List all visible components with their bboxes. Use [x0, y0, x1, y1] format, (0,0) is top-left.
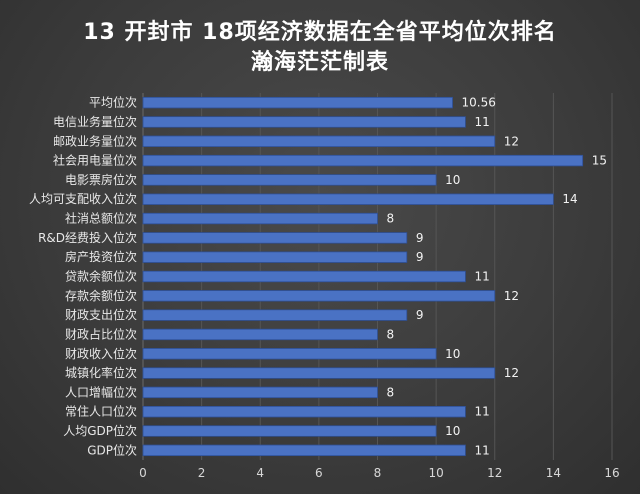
- bar: [142, 96, 453, 109]
- value-label: 9: [416, 308, 424, 322]
- value-label: 11: [474, 270, 489, 284]
- value-label: 8: [387, 327, 395, 341]
- category-label: 人均GDP位次: [63, 423, 137, 438]
- category-label: 存款余额位次: [65, 288, 137, 303]
- labels-layer: 平均位次 10.56 电信业务量位次 11 邮政业务量位次 12 社会用电量位次 15 电影票房…: [29, 95, 607, 458]
- bar: [142, 174, 437, 186]
- x-tick-label: 2: [198, 466, 206, 480]
- value-label: 8: [387, 385, 395, 399]
- category-label: 平均位次: [89, 95, 137, 110]
- value-label: 8: [387, 212, 395, 226]
- bar: [142, 367, 496, 379]
- value-label: 14: [562, 192, 577, 206]
- bar: [142, 154, 584, 167]
- x-tick-label: 4: [256, 466, 264, 480]
- bar: [142, 444, 466, 457]
- value-label: 12: [504, 366, 519, 380]
- value-label: 10: [445, 173, 460, 187]
- bar: [142, 405, 466, 418]
- x-tick-label: 16: [604, 466, 619, 480]
- bar: [142, 135, 496, 148]
- bar: [142, 290, 496, 302]
- category-label: R&D经费投入位次: [38, 230, 137, 245]
- category-label: 城镇化率位次: [65, 365, 137, 380]
- bar: [142, 116, 466, 128]
- value-label: 11: [474, 405, 489, 419]
- bar: [142, 328, 378, 341]
- x-tick-label: 0: [139, 466, 147, 480]
- category-label: 贷款余额位次: [65, 269, 137, 284]
- bar: [142, 309, 408, 321]
- value-label: 10.56: [462, 96, 496, 110]
- category-label: 财政支出位次: [65, 307, 137, 322]
- x-tick-label: 8: [374, 466, 382, 480]
- value-label: 9: [416, 231, 424, 245]
- bar: [142, 212, 378, 225]
- value-label: 15: [592, 154, 607, 168]
- x-tick-label: 6: [315, 466, 323, 480]
- value-label: 10: [445, 347, 460, 361]
- x-tick-label: 14: [546, 466, 561, 480]
- category-label: 电信业务量位次: [53, 114, 137, 129]
- bar: [142, 193, 554, 205]
- value-label: 10: [445, 424, 460, 438]
- bars-layer: [142, 96, 584, 457]
- category-label: 社消总额位次: [65, 211, 137, 226]
- bar: [142, 425, 437, 437]
- value-label: 9: [416, 250, 424, 264]
- bar: [142, 348, 437, 360]
- category-label: 人口增幅位次: [65, 384, 137, 399]
- bar: [142, 251, 408, 263]
- category-label: GDP位次: [87, 442, 137, 457]
- chart-title: 13 开封市 18项经济数据在全省平均位次排名: [83, 20, 557, 45]
- category-label: 常住人口位次: [65, 404, 137, 419]
- category-label: 房产投资位次: [65, 249, 137, 264]
- x-tick-label: 10: [428, 466, 443, 480]
- bar: [142, 232, 408, 244]
- bar: [142, 270, 466, 283]
- value-label: 12: [504, 134, 519, 148]
- bar: [142, 386, 378, 399]
- category-label: 社会用电量位次: [53, 153, 137, 168]
- value-label: 11: [474, 115, 489, 129]
- value-label: 12: [504, 289, 519, 303]
- category-label: 财政收入位次: [65, 346, 137, 361]
- category-label: 人均可支配收入位次: [29, 191, 137, 206]
- ticks-layer: 0 2 4 6 8 10 12 14 16: [139, 466, 619, 480]
- category-label: 邮政业务量位次: [53, 133, 137, 148]
- category-label: 财政占比位次: [65, 326, 137, 341]
- value-label: 11: [474, 443, 489, 457]
- category-label: 电影票房位次: [65, 172, 137, 187]
- x-tick-label: 12: [487, 466, 502, 480]
- chart-subtitle: 瀚海茫茫制表: [250, 50, 389, 75]
